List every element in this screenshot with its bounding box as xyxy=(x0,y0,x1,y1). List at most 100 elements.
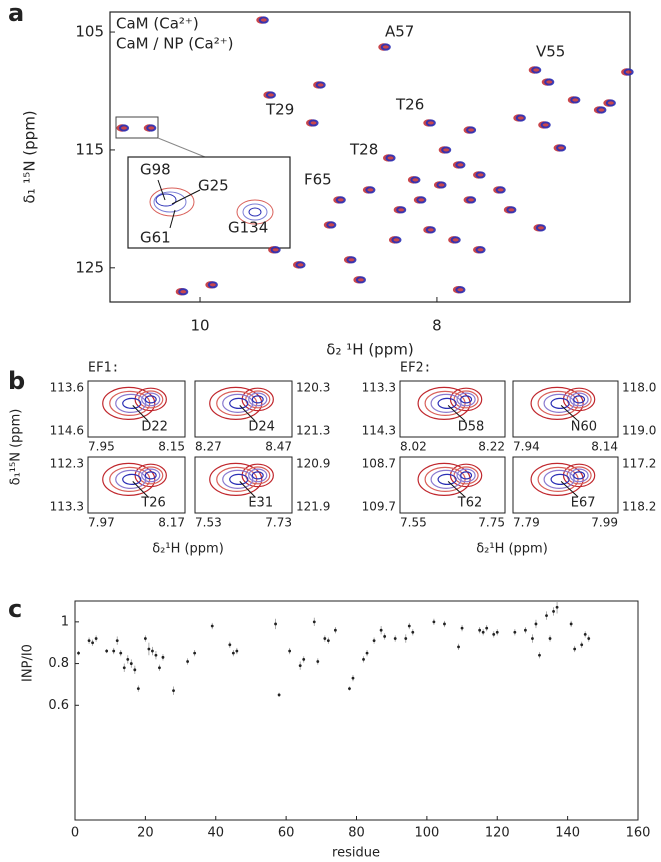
point xyxy=(193,651,197,655)
peak xyxy=(207,281,218,289)
peak xyxy=(441,146,452,154)
y-tick-label: 114.6 xyxy=(50,424,84,438)
point xyxy=(538,653,541,657)
point xyxy=(143,637,147,640)
peak xyxy=(295,261,306,269)
x-tick-label: 120 xyxy=(485,826,510,841)
contour xyxy=(222,469,254,489)
peak xyxy=(178,288,189,296)
y-tick-label: 115 xyxy=(75,140,104,158)
contour xyxy=(141,468,161,483)
point xyxy=(495,630,499,634)
contour xyxy=(453,466,479,485)
y-tick-label: 120.9 xyxy=(296,457,330,471)
contour xyxy=(248,468,268,483)
inset-label: G98 xyxy=(140,161,171,179)
contour xyxy=(209,462,263,496)
peak xyxy=(385,154,396,162)
contour xyxy=(153,191,187,213)
contour xyxy=(456,392,476,407)
peak xyxy=(466,126,477,134)
plot-frame xyxy=(109,11,631,303)
inset-frame xyxy=(399,456,506,514)
contour xyxy=(530,462,584,496)
peak xyxy=(556,144,567,152)
contour xyxy=(102,386,156,420)
point xyxy=(77,651,80,655)
contour xyxy=(115,393,147,413)
point xyxy=(186,660,190,663)
point xyxy=(129,662,133,665)
peak xyxy=(596,106,607,114)
leader xyxy=(157,179,166,201)
point xyxy=(383,635,387,638)
contour xyxy=(530,386,584,420)
x-tick-label: 7.99 xyxy=(591,516,618,530)
inset-frame xyxy=(127,156,291,249)
contour xyxy=(138,390,164,409)
contour xyxy=(102,462,156,496)
y-tick-label: 109.7 xyxy=(362,500,396,514)
inset-contours xyxy=(149,187,274,225)
contour xyxy=(430,469,462,489)
contour xyxy=(155,193,177,207)
peak-label: T26 xyxy=(140,496,165,511)
contour xyxy=(241,463,274,488)
point xyxy=(115,639,119,643)
leader xyxy=(171,189,201,205)
point xyxy=(154,653,158,657)
contour xyxy=(144,471,157,480)
contour xyxy=(453,390,479,409)
x-tick-label: 7.79 xyxy=(513,516,540,530)
contour xyxy=(456,468,476,483)
peak-label: E31 xyxy=(248,496,273,511)
point xyxy=(133,668,137,672)
point xyxy=(407,624,411,628)
inset-label: G25 xyxy=(198,177,229,195)
contour xyxy=(449,463,483,488)
x-tick-label: 7.94 xyxy=(513,440,540,454)
point xyxy=(393,637,397,640)
y-tick-label: 119.0 xyxy=(622,424,656,438)
point xyxy=(348,687,351,690)
point xyxy=(365,651,369,655)
contour xyxy=(242,203,268,221)
point xyxy=(228,643,232,647)
contour xyxy=(141,392,161,407)
contour xyxy=(248,392,268,407)
peak xyxy=(475,171,486,179)
peak xyxy=(355,276,366,284)
point xyxy=(492,632,496,636)
leader xyxy=(239,405,256,422)
peak-label: N60 xyxy=(571,420,597,435)
contour xyxy=(562,387,596,412)
y-tick-label: 118.2 xyxy=(622,500,656,514)
zoom-connector xyxy=(157,137,206,158)
point xyxy=(333,628,337,632)
x-tick-label: 8.47 xyxy=(265,440,292,454)
leader xyxy=(169,209,176,229)
point xyxy=(172,689,175,693)
peak xyxy=(380,43,391,51)
peak xyxy=(531,66,542,74)
peak-label: F65 xyxy=(304,171,332,189)
x-tick-label: 8.02 xyxy=(400,440,427,454)
y-tick-label: 121.3 xyxy=(296,424,330,438)
point xyxy=(210,624,214,628)
x-tick-label: 20 xyxy=(137,826,154,841)
x-axis-title: δ₂ ¹H (ppm) xyxy=(326,341,413,359)
x-tick-label: 60 xyxy=(278,826,295,841)
point xyxy=(587,637,591,640)
y-tick-label: 108.7 xyxy=(362,457,396,471)
point xyxy=(235,649,239,653)
peak-label: T28 xyxy=(349,141,378,159)
leader xyxy=(447,405,466,422)
point xyxy=(534,622,538,626)
contour xyxy=(566,390,592,409)
x-tick-label: 8.17 xyxy=(158,516,185,530)
point xyxy=(513,630,517,634)
peak xyxy=(450,236,461,244)
contour xyxy=(543,469,575,489)
point xyxy=(158,666,161,670)
peak xyxy=(495,186,506,194)
